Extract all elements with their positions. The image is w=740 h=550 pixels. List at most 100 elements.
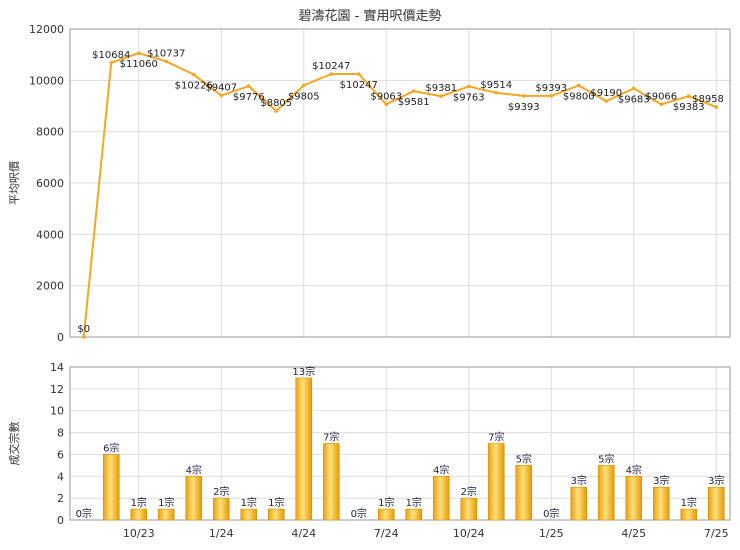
price-data-label: $9776 <box>233 92 265 103</box>
plot-frame <box>69 366 731 521</box>
price-point <box>301 83 306 88</box>
price-point <box>136 51 141 55</box>
x-tick-label: 7/25 <box>704 527 729 540</box>
volume-bar <box>377 508 395 521</box>
volume-bar <box>185 475 203 521</box>
price-data-label: $9407 <box>205 83 237 94</box>
y-axis-label: 平均呎價 <box>7 161 21 205</box>
price-data-label: $9381 <box>425 83 457 94</box>
volume-data-label: 5宗 <box>516 452 532 465</box>
volume-data-label: 1宗 <box>406 496 422 509</box>
volume-panel: 0 2 4 6 8 10 12 14 成交宗數 0宗 6宗 1宗 1宗 4宗 2宗 1宗 1宗 13宗 7宗 0宗 1宗… <box>7 361 731 540</box>
y-tick-label: 0 <box>57 331 64 344</box>
price-point <box>109 60 114 65</box>
volume-bar <box>295 377 313 521</box>
x-tick-label: 10/24 <box>453 527 485 540</box>
price-data-label: $9683 <box>618 94 650 105</box>
volume-bar <box>652 486 670 521</box>
volume-data-label: 3宗 <box>653 474 669 487</box>
x-tick-label: 10/23 <box>123 527 155 540</box>
y-tick-label: 8000 <box>36 126 64 139</box>
price-point <box>521 94 526 98</box>
volume-data-label: 6宗 <box>103 441 119 454</box>
price-point <box>164 59 169 64</box>
price-point <box>384 102 389 107</box>
price-point <box>439 94 444 99</box>
volume-bar <box>157 508 175 521</box>
price-point <box>466 84 471 89</box>
x-tick-label: 4/25 <box>621 527 646 540</box>
price-point <box>356 72 361 76</box>
x-tick-label: 1/25 <box>539 527 564 540</box>
volume-data-label: 4宗 <box>186 463 202 476</box>
price-point <box>329 72 334 76</box>
y-tick-label: 14 <box>50 361 64 374</box>
price-data-label: $9190 <box>590 88 622 99</box>
volume-bar <box>515 465 533 521</box>
price-panel: 020004000600080001000012000平均呎價$0$10684$… <box>7 23 731 344</box>
volume-data-label: 1宗 <box>131 496 147 509</box>
volume-bar <box>597 465 615 521</box>
price-point <box>411 89 416 93</box>
volume-bar <box>460 497 478 521</box>
volume-data-label: 1宗 <box>158 496 174 509</box>
volume-bar <box>432 475 450 521</box>
price-data-label: $9393 <box>508 102 540 113</box>
volume-bar <box>680 508 698 521</box>
volume-data-label: 1宗 <box>268 496 284 509</box>
y-tick-label: 12000 <box>29 23 64 36</box>
price-data-label: $10684 <box>92 50 130 61</box>
volume-data-label: 3宗 <box>708 474 724 487</box>
price-point <box>604 99 609 103</box>
price-point <box>246 84 251 88</box>
plot-frame <box>69 28 731 338</box>
price-data-label: $9066 <box>645 91 677 102</box>
volume-data-label: 5宗 <box>598 452 614 465</box>
y-tick-label: 6000 <box>36 177 64 190</box>
price-point <box>219 93 224 98</box>
price-data-label: $9805 <box>288 91 320 102</box>
volume-data-label: 3宗 <box>571 474 587 487</box>
price-line <box>82 52 717 338</box>
price-data-label: $10226 <box>175 81 213 92</box>
price-point <box>576 83 581 88</box>
volume-data-label: 4宗 <box>626 463 642 476</box>
price-data-label: $9393 <box>535 83 567 94</box>
volume-bar <box>267 508 285 521</box>
volume-bar <box>322 443 340 521</box>
price-point <box>549 94 554 98</box>
volume-bar <box>212 497 230 521</box>
price-point <box>81 335 86 339</box>
price-data-label: $8958 <box>692 94 724 105</box>
volume-data-label: 0宗 <box>351 507 367 520</box>
price-point <box>686 94 691 98</box>
volume-data-label: 2宗 <box>213 485 229 498</box>
volume-data-label: 0宗 <box>76 507 92 520</box>
volume-bar <box>405 508 423 521</box>
price-data-label: $9514 <box>480 80 512 91</box>
price-data-label: $10247 <box>312 61 350 72</box>
price-data-label: $9763 <box>453 92 485 103</box>
volume-bar <box>487 443 505 521</box>
volume-bar <box>570 486 588 521</box>
volume-data-label: 1宗 <box>681 496 697 509</box>
price-point <box>659 102 664 107</box>
y-tick-label: 10 <box>50 405 64 418</box>
y-tick-label: 2 <box>57 492 64 505</box>
price-data-label: $9383 <box>673 102 705 113</box>
price-point <box>191 72 196 77</box>
y-tick-label: 4 <box>57 470 64 483</box>
volume-data-label: 7宗 <box>323 431 339 444</box>
price-data-label: $0 <box>77 324 90 335</box>
price-data-label: $10247 <box>340 80 378 91</box>
price-data-label: $10737 <box>147 48 185 59</box>
y-tick-label: 0 <box>57 514 64 527</box>
volume-data-label: 0宗 <box>543 507 559 520</box>
price-point <box>274 109 279 113</box>
x-tick-label: 4/24 <box>291 527 316 540</box>
volume-data-label: 4宗 <box>433 463 449 476</box>
volume-data-label: 2宗 <box>461 485 477 498</box>
price-point <box>494 91 499 95</box>
y-axis-label: 成交宗數 <box>7 422 21 466</box>
